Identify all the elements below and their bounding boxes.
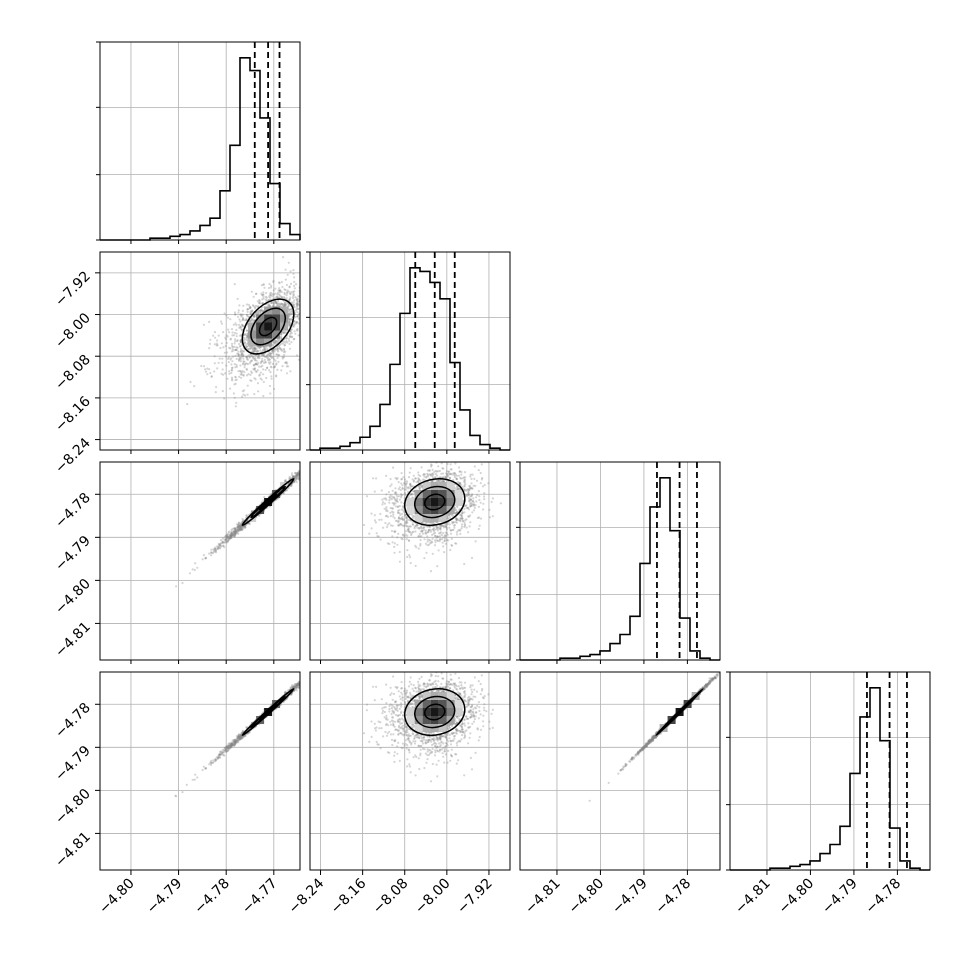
contour-line: [258, 493, 278, 511]
y-tick-label: −4.80: [52, 786, 94, 828]
contour-line: [258, 316, 278, 337]
x-tick-label: −4.80: [96, 876, 138, 918]
contour-line: [258, 703, 278, 721]
x-tick-label: −4.79: [609, 876, 651, 918]
panel-frame: [519, 461, 721, 661]
x-tick-label: −8.24: [286, 875, 328, 917]
contour-line: [241, 478, 295, 527]
contour-line: [423, 493, 446, 511]
y-tick-label: −4.79: [52, 533, 94, 575]
x-tick-label: −7.92: [454, 876, 496, 918]
panel-frame: [99, 41, 301, 241]
x-axis-col-0: −4.80 −4.79 −4.78 −4.77: [96, 870, 281, 917]
panel-frame: [519, 671, 721, 871]
y-tick-label: −8.16: [52, 393, 94, 435]
contour-line: [403, 478, 466, 527]
x-tick-label: −4.79: [819, 876, 861, 918]
y-tick-label: −8.24: [52, 435, 94, 477]
pair-panel-3-1: [309, 671, 511, 871]
y-tick-label: −4.81: [52, 619, 94, 661]
panel-frame: [309, 671, 511, 871]
x-tick-label: −8.16: [328, 875, 370, 917]
pair-panel-3-0: [99, 671, 301, 871]
diag-panel-1: [306, 251, 511, 451]
pair-panel-1-0: [99, 251, 301, 451]
contour-line: [241, 298, 295, 355]
panel-frame: [309, 461, 511, 661]
histogram-step: [520, 477, 720, 661]
contour-line: [663, 695, 696, 729]
contour-line: [241, 688, 295, 737]
contour-line: [250, 307, 286, 346]
histogram-step: [100, 57, 301, 241]
panel-frame: [309, 251, 511, 451]
x-tick-label: −4.79: [144, 876, 186, 918]
y-tick-label: −4.81: [52, 829, 94, 871]
y-tick-label: −7.92: [52, 268, 94, 310]
contour-line: [413, 695, 456, 729]
pair-panel-3-2: [519, 671, 721, 871]
histogram-step: [310, 267, 510, 451]
pair-panel-2-0: [99, 461, 301, 661]
x-tick-label: −4.80: [776, 876, 818, 918]
y-tick-label: −8.08: [52, 352, 94, 394]
x-tick-label: −4.77: [239, 876, 281, 918]
panel-frame: [99, 251, 301, 451]
y-axis-row-2: −4.81−4.80−4.79−4.78: [52, 490, 100, 661]
diag-panel-2: [516, 461, 721, 661]
contour-line: [403, 688, 466, 737]
x-axis-col-1: −8.24 −8.16 −8.08 −8.00 −7.92: [286, 870, 496, 917]
y-tick-label: −4.80: [52, 576, 94, 618]
contour-line: [250, 485, 286, 519]
x-tick-label: −8.08: [370, 876, 412, 918]
contour-line: [655, 688, 704, 737]
y-tick-label: −4.78: [52, 490, 94, 532]
x-axis-col-2: −4.81 −4.80 −4.79 −4.78: [522, 870, 694, 917]
pair-panel-2-1: [309, 461, 511, 661]
contour-line: [423, 703, 446, 721]
x-tick-label: −4.81: [522, 876, 564, 918]
y-tick-label: −8.00: [52, 310, 94, 352]
y-tick-label: −4.79: [52, 743, 94, 785]
y-tick-label: −4.78: [52, 700, 94, 742]
y-axis-row-3: −4.81−4.80−4.79−4.78: [52, 700, 100, 871]
diag-panel-0: [96, 41, 301, 241]
panel-frame: [99, 671, 301, 871]
x-tick-label: −4.78: [653, 876, 695, 918]
x-tick-label: −4.78: [191, 876, 233, 918]
x-tick-label: −4.80: [566, 876, 608, 918]
x-tick-label: −8.00: [412, 876, 454, 918]
panel-frame: [99, 461, 301, 661]
diag-panel-3: [726, 671, 931, 871]
contour-line: [413, 485, 456, 519]
x-tick-label: −4.78: [863, 876, 905, 918]
y-axis-row-1: −8.24−8.16−8.08−8.00−7.92: [52, 268, 100, 477]
x-axis-col-3: −4.81 −4.80 −4.79 −4.78: [732, 870, 904, 917]
panel-frame: [729, 671, 931, 871]
histogram-step: [730, 687, 930, 871]
x-tick-label: −4.81: [732, 876, 774, 918]
